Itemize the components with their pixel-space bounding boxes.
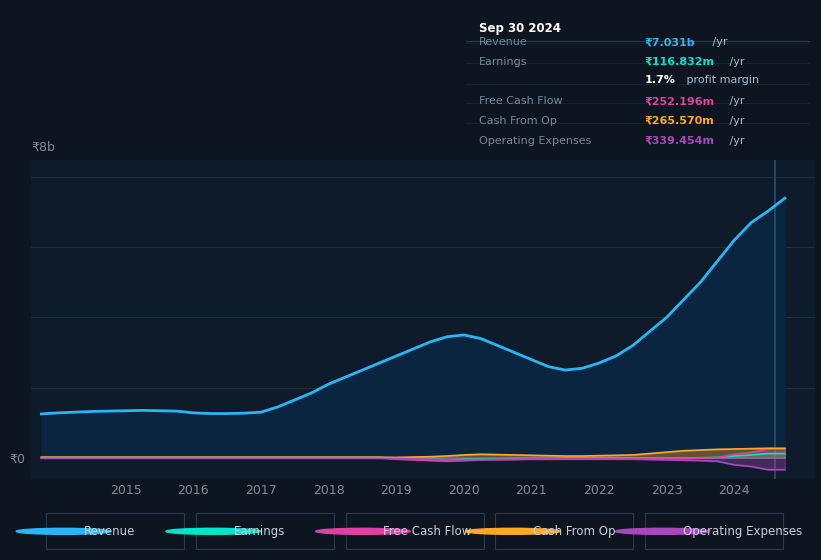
Text: /yr: /yr [726,136,745,146]
Text: /yr: /yr [726,116,745,126]
Circle shape [615,528,710,534]
Text: /yr: /yr [726,96,745,106]
Text: Revenue: Revenue [479,38,528,48]
Text: Cash From Op: Cash From Op [533,525,616,538]
Text: profit margin: profit margin [683,75,759,85]
Text: Sep 30 2024: Sep 30 2024 [479,22,562,35]
Circle shape [16,528,111,534]
Text: /yr: /yr [726,57,745,67]
Text: Free Cash Flow: Free Cash Flow [383,525,472,538]
FancyBboxPatch shape [495,513,633,549]
Text: ₹7.031b: ₹7.031b [644,38,695,48]
Circle shape [316,528,410,534]
Text: Free Cash Flow: Free Cash Flow [479,96,563,106]
Text: Operating Expenses: Operating Expenses [479,136,592,146]
FancyBboxPatch shape [645,513,783,549]
Text: ₹8b: ₹8b [31,141,55,154]
Text: Cash From Op: Cash From Op [479,116,557,126]
Text: ₹339.454m: ₹339.454m [644,136,715,146]
Circle shape [466,528,560,534]
Text: Earnings: Earnings [234,525,285,538]
Text: Revenue: Revenue [84,525,135,538]
Text: ₹252.196m: ₹252.196m [644,96,715,106]
FancyBboxPatch shape [346,513,484,549]
FancyBboxPatch shape [196,513,334,549]
Text: ₹116.832m: ₹116.832m [644,57,715,67]
Text: Earnings: Earnings [479,57,528,67]
FancyBboxPatch shape [46,513,184,549]
Circle shape [166,528,260,534]
Text: Operating Expenses: Operating Expenses [683,525,802,538]
Text: ₹265.570m: ₹265.570m [644,116,714,126]
Text: /yr: /yr [709,38,727,48]
Text: 1.7%: 1.7% [644,75,676,85]
